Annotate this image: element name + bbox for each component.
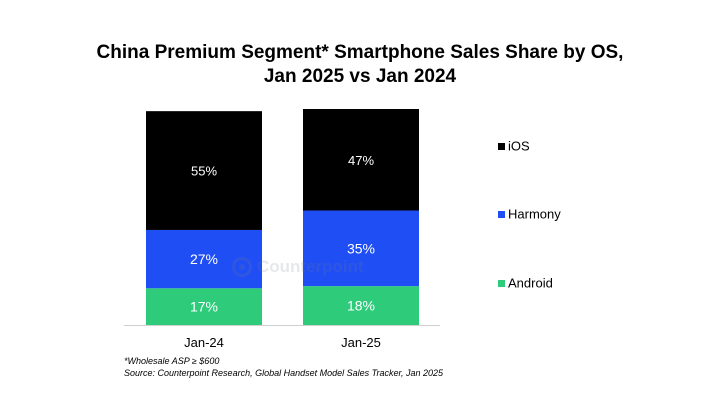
footnote-asp: *Wholesale ASP ≥ $600 — [124, 356, 220, 366]
bar-android-jan-24 — [146, 288, 262, 325]
x-tick-label-jan-25: Jan-25 — [341, 335, 381, 350]
footnote-source: Source: Counterpoint Research, Global Ha… — [124, 368, 444, 378]
data-label-ios-jan-25: 47% — [348, 153, 374, 168]
watermark-text: Counterpoint — [257, 257, 364, 276]
legend-swatch-android — [498, 280, 505, 287]
chart-title-line-1: China Premium Segment* Smartphone Sales … — [96, 42, 624, 63]
watermark: Counterpoint — [232, 257, 364, 277]
chart-title-line-2: Jan 2025 vs Jan 2024 — [263, 66, 457, 87]
legend-label-harmony: Harmony — [508, 207, 561, 222]
legend-swatch-ios — [498, 143, 505, 150]
x-tick-label-jan-24: Jan-24 — [184, 335, 224, 350]
legend-label-android: Android — [508, 276, 553, 291]
legend-swatch-harmony — [498, 211, 505, 218]
data-label-android-jan-25: 18% — [347, 298, 375, 314]
counterpoint-logo-icon — [232, 257, 252, 277]
data-label-harmony-jan-24: 27% — [190, 251, 218, 267]
data-label-ios-jan-24: 55% — [191, 164, 217, 179]
data-label-android-jan-24: 17% — [190, 299, 218, 315]
data-label-harmony-jan-25: 35% — [347, 240, 375, 256]
bar-android-jan-25 — [303, 286, 419, 325]
legend-label-ios: iOS — [508, 139, 530, 154]
bar-ios-jan-24 — [146, 111, 262, 230]
bar-harmony-jan-25 — [303, 210, 419, 287]
bar-ios-jan-25 — [303, 109, 419, 211]
